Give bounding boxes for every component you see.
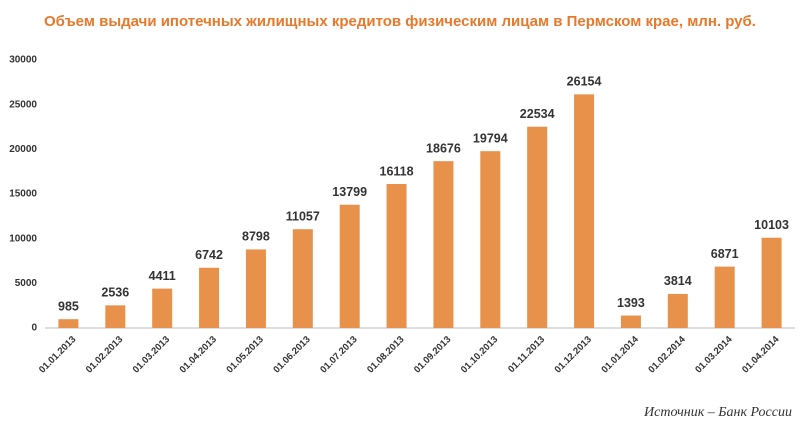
x-tick-label: 01.03.2013 bbox=[131, 334, 172, 375]
x-tick-label: 01.04.2014 bbox=[740, 334, 782, 376]
value-label: 3814 bbox=[664, 274, 692, 288]
x-tick-label: 01.05.2013 bbox=[224, 334, 265, 375]
value-label: 6742 bbox=[195, 248, 223, 262]
y-tick-label: 5000 bbox=[15, 278, 38, 289]
bar bbox=[105, 305, 126, 328]
x-tick-label: 01.01.2013 bbox=[37, 334, 78, 375]
y-tick-label: 15000 bbox=[9, 189, 37, 200]
value-label: 18676 bbox=[426, 141, 461, 155]
source-note: Источник – Банк России bbox=[643, 405, 792, 420]
y-tick-label: 0 bbox=[31, 323, 37, 334]
x-tick-label: 01.08.2013 bbox=[365, 334, 406, 375]
y-tick-label: 20000 bbox=[9, 144, 37, 155]
y-tick-label: 25000 bbox=[9, 99, 37, 110]
value-label: 26154 bbox=[567, 75, 602, 89]
value-label: 2536 bbox=[101, 286, 129, 300]
bar bbox=[245, 249, 266, 328]
x-tick-label: 01.06.2013 bbox=[271, 334, 312, 375]
value-label: 4411 bbox=[149, 269, 176, 283]
bar bbox=[58, 319, 79, 328]
bar bbox=[761, 237, 782, 328]
value-label: 6871 bbox=[711, 247, 739, 261]
y-tick-label: 10000 bbox=[9, 233, 37, 244]
x-tick-label: 01.11.2013 bbox=[506, 334, 547, 375]
bar bbox=[667, 293, 688, 328]
bar bbox=[574, 94, 595, 328]
value-label: 1393 bbox=[617, 296, 645, 310]
value-label: 16118 bbox=[380, 164, 414, 178]
bar bbox=[386, 184, 407, 328]
value-label: 10103 bbox=[754, 218, 789, 232]
x-tick-label: 01.07.2013 bbox=[318, 334, 359, 375]
value-label: 22534 bbox=[520, 107, 555, 121]
x-tick-label: 01.09.2013 bbox=[412, 334, 453, 375]
bar bbox=[339, 204, 360, 328]
value-label: 8798 bbox=[242, 230, 270, 244]
bar bbox=[527, 126, 548, 329]
x-tick-label: 01.03.2014 bbox=[693, 334, 735, 376]
x-tick-label: 01.10.2013 bbox=[459, 334, 500, 375]
value-label: 13799 bbox=[332, 185, 367, 199]
value-label: 19794 bbox=[473, 131, 508, 145]
bar bbox=[714, 266, 735, 328]
bar bbox=[199, 267, 220, 328]
bar bbox=[480, 151, 501, 328]
y-tick-label: 30000 bbox=[9, 55, 37, 66]
bar bbox=[620, 315, 641, 328]
x-tick-label: 01.02.2013 bbox=[84, 334, 125, 375]
x-tick-label: 01.04.2013 bbox=[178, 334, 219, 375]
chart-title: Объем выдачи ипотечных жилищных кредитов… bbox=[44, 13, 756, 30]
x-tick-label: 01.01.2014 bbox=[599, 334, 641, 376]
x-tick-label: 01.12.2013 bbox=[553, 334, 594, 375]
bar bbox=[292, 229, 313, 328]
bar bbox=[152, 288, 173, 328]
value-label: 11057 bbox=[286, 210, 320, 224]
value-label: 985 bbox=[58, 299, 79, 313]
x-tick-label: 01.02.2014 bbox=[646, 334, 688, 376]
bar bbox=[433, 161, 454, 328]
